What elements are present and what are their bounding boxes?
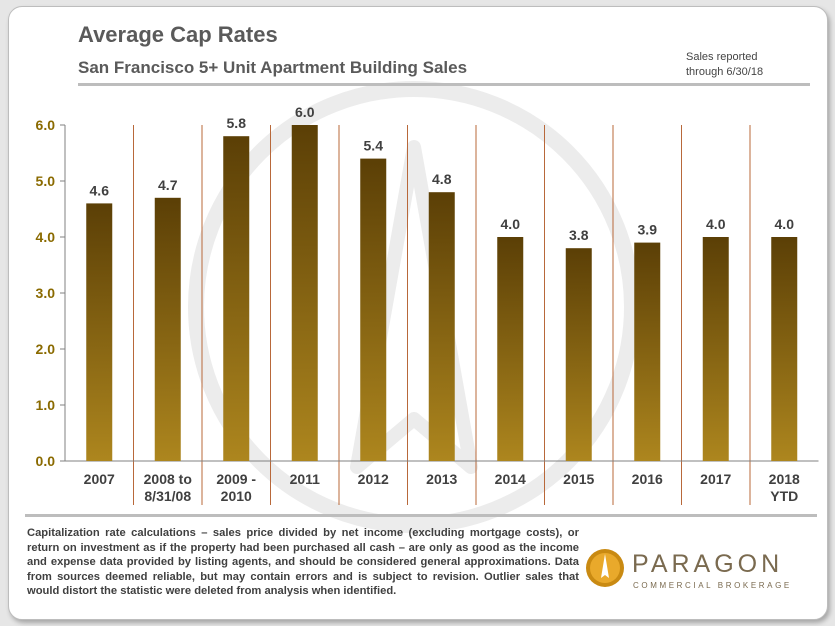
data-label: 5.4 (364, 138, 384, 154)
y-tick-label: 5.0 (36, 173, 56, 189)
data-label: 4.0 (501, 216, 521, 232)
y-tick-label: 6.0 (36, 117, 56, 133)
y-tick-label: 2.0 (36, 341, 56, 357)
header-divider (78, 83, 810, 86)
y-tick-label: 0.0 (36, 453, 56, 469)
footnote-text: Capitalization rate calculations – sales… (27, 527, 579, 598)
bar (291, 125, 318, 461)
x-tick-label: 2015 (563, 471, 594, 487)
bar-chart: 0.0 1.0 2.0 3.0 4.0 5.0 6.0 4.6 4.7 5.8 6.0 5.4 4.8… (36, 81, 819, 533)
paragon-logo: PARAGON COMMERCIAL BROKERAGE (585, 548, 805, 598)
data-label: 4.7 (158, 177, 178, 193)
y-tick-label: 1.0 (36, 397, 56, 413)
page-subtitle: San Francisco 5+ Unit Apartment Building… (78, 58, 468, 77)
bar (771, 237, 798, 461)
chart-frame: 0.0 1.0 2.0 3.0 4.0 5.0 6.0 4.6 4.7 5.8 6.0 5.4 4.8… (8, 6, 828, 620)
bar (428, 192, 455, 461)
x-tick-label: 2009 -2010 (216, 471, 256, 504)
x-tick-label: 2008 to 8/31/08 (144, 471, 192, 504)
x-tick-label: 2017 (700, 471, 731, 487)
logo-tagline: COMMERCIAL BROKERAGE (633, 581, 792, 590)
data-label: 5.8 (227, 115, 247, 131)
x-tick-label: 2014 (495, 471, 526, 487)
data-label: 4.6 (90, 182, 110, 198)
data-label: 3.9 (638, 222, 658, 238)
bar (634, 242, 661, 461)
bar (223, 136, 250, 461)
x-tick-label: 2012 (358, 471, 389, 487)
bar (702, 237, 729, 461)
data-label: 4.0 (775, 216, 795, 232)
logo-name: PARAGON (632, 550, 784, 578)
bar (360, 158, 387, 461)
reporting-note: Sales reported through 6/30/18 (686, 51, 764, 78)
x-tick-label: 2018 YTD (769, 471, 800, 504)
y-tick-label: 3.0 (36, 285, 56, 301)
bar (565, 248, 592, 461)
data-label: 4.8 (432, 171, 452, 187)
paragon-logo-icon (586, 549, 624, 587)
data-label: 4.0 (706, 216, 726, 232)
page-title: Average Cap Rates (78, 22, 278, 47)
data-label: 6.0 (295, 104, 315, 120)
bar (154, 197, 181, 462)
bar (86, 203, 113, 461)
y-tick-label: 4.0 (36, 229, 56, 245)
x-tick-label: 2016 (632, 471, 663, 487)
x-tick-label: 2011 (290, 471, 321, 487)
data-label: 3.8 (569, 227, 589, 243)
x-tick-label: 2007 (84, 471, 115, 487)
footer-divider (25, 514, 817, 517)
bar (497, 237, 524, 461)
x-tick-label: 2013 (426, 471, 457, 487)
